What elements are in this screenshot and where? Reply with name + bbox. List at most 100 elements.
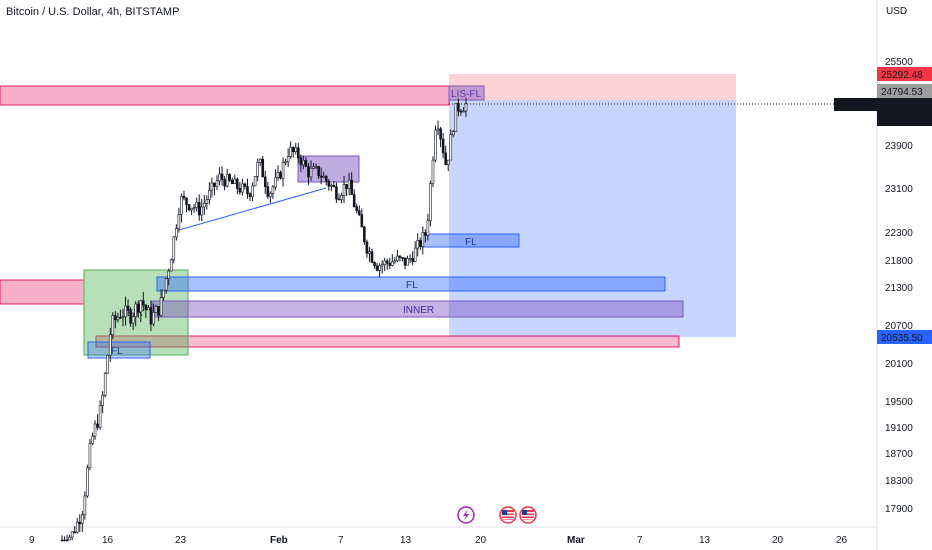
candle-body xyxy=(106,355,110,374)
candle-body xyxy=(136,303,140,313)
price-tag-grey-label: 24794.53 xyxy=(881,87,923,98)
fl-zone-long[interactable] xyxy=(156,276,666,292)
price-axis[interactable]: 25500 23900 23100 22300 21800 21300 2070… xyxy=(885,57,913,515)
price-tag-target-label: 20535.50 xyxy=(881,333,923,344)
candle-body xyxy=(309,168,313,178)
candle-body xyxy=(243,183,247,187)
candle-body xyxy=(375,265,379,271)
candle-body xyxy=(378,265,381,271)
candle-body xyxy=(78,521,82,525)
candle-body xyxy=(352,194,356,208)
candle-body xyxy=(159,297,163,316)
candle-body xyxy=(195,202,198,208)
candle-body xyxy=(370,251,374,263)
us-flag-icon[interactable] xyxy=(499,506,517,524)
lightning-icon[interactable] xyxy=(457,506,475,524)
candle-body xyxy=(276,172,280,178)
candle-body xyxy=(213,182,216,187)
price-tick: 23900 xyxy=(885,141,913,152)
zone-label: FL xyxy=(465,237,477,248)
candle-body xyxy=(365,241,369,254)
date-tick: Mar xyxy=(567,535,585,546)
candle-body xyxy=(169,259,173,272)
candle-body xyxy=(388,262,392,266)
date-tick: Feb xyxy=(270,535,288,546)
candle-body xyxy=(253,176,257,187)
candle-body xyxy=(451,131,455,136)
price-tick: 20700 xyxy=(885,321,913,332)
candle-body xyxy=(319,175,323,178)
candle-body xyxy=(70,531,74,538)
date-tick: 9 xyxy=(29,535,35,546)
candle-body xyxy=(411,257,414,262)
countdown-label: 03:21:01 xyxy=(881,114,920,125)
candle-body xyxy=(86,467,89,497)
candle-body xyxy=(434,129,437,161)
candle-body xyxy=(426,220,430,236)
candle-body xyxy=(208,189,211,200)
candle-body xyxy=(205,199,209,204)
symbol-tag-label: BTCUSD xyxy=(837,100,878,111)
price-tick: 19100 xyxy=(885,423,913,434)
candle-body xyxy=(357,210,361,215)
candle-body xyxy=(337,198,341,201)
candle-body xyxy=(421,232,425,248)
price-tick: 20100 xyxy=(885,359,913,370)
price-tick: 22300 xyxy=(885,228,913,239)
candle-body xyxy=(162,289,165,298)
candle-body xyxy=(462,110,465,113)
resistance-zone[interactable] xyxy=(0,85,450,106)
support-zone-left[interactable] xyxy=(0,279,85,305)
target-zone[interactable] xyxy=(449,100,736,337)
candle-body xyxy=(182,195,186,199)
candle-body xyxy=(246,186,249,195)
candle-body xyxy=(307,166,310,178)
candle-body xyxy=(360,214,364,228)
price-tag-stop xyxy=(877,67,932,81)
candle-body xyxy=(269,193,272,197)
candle-body xyxy=(441,138,445,154)
trendline[interactable] xyxy=(178,187,327,231)
candle-body xyxy=(398,255,402,258)
zone-label: LIS-FL xyxy=(451,89,481,100)
candle-body xyxy=(215,180,219,187)
us-flag-icon[interactable] xyxy=(519,506,537,524)
candle-body xyxy=(408,257,412,260)
candle-body xyxy=(418,240,422,248)
candle-body xyxy=(324,175,328,182)
purple-box-mid[interactable] xyxy=(297,155,360,183)
candle-body xyxy=(436,128,440,131)
fl-zone-bottom[interactable] xyxy=(87,341,151,359)
candle-body xyxy=(83,495,87,516)
candle-body xyxy=(192,207,196,209)
candle-body xyxy=(444,152,447,165)
candle-body xyxy=(91,435,94,444)
candle-body xyxy=(114,315,117,321)
candle-body xyxy=(180,195,183,215)
zone-label: INNER xyxy=(403,305,434,316)
candles xyxy=(60,97,468,542)
candle-body xyxy=(274,177,277,188)
candle-body xyxy=(256,162,259,177)
candle-body xyxy=(266,186,270,197)
candle-body xyxy=(459,110,463,113)
currency-label: USD xyxy=(886,6,908,17)
candle-body xyxy=(187,204,191,211)
candle-body xyxy=(223,179,226,187)
candle-body xyxy=(297,147,300,159)
date-tick: 20 xyxy=(475,535,487,546)
candle-body xyxy=(101,394,104,406)
price-tag-last xyxy=(877,98,932,126)
candle-body xyxy=(355,206,359,212)
price-tag-target xyxy=(877,330,932,344)
stop-zone[interactable] xyxy=(449,74,736,100)
candle-body xyxy=(406,258,409,266)
candle-body xyxy=(271,186,275,194)
candle-body xyxy=(139,300,143,313)
time-axis[interactable]: 9 16 23 Feb 7 13 20 Mar 7 13 20 26 xyxy=(29,535,848,546)
candle-body xyxy=(391,261,394,266)
candle-body xyxy=(251,185,254,198)
symbol-tag xyxy=(834,98,877,111)
price-tick: 23100 xyxy=(885,184,913,195)
